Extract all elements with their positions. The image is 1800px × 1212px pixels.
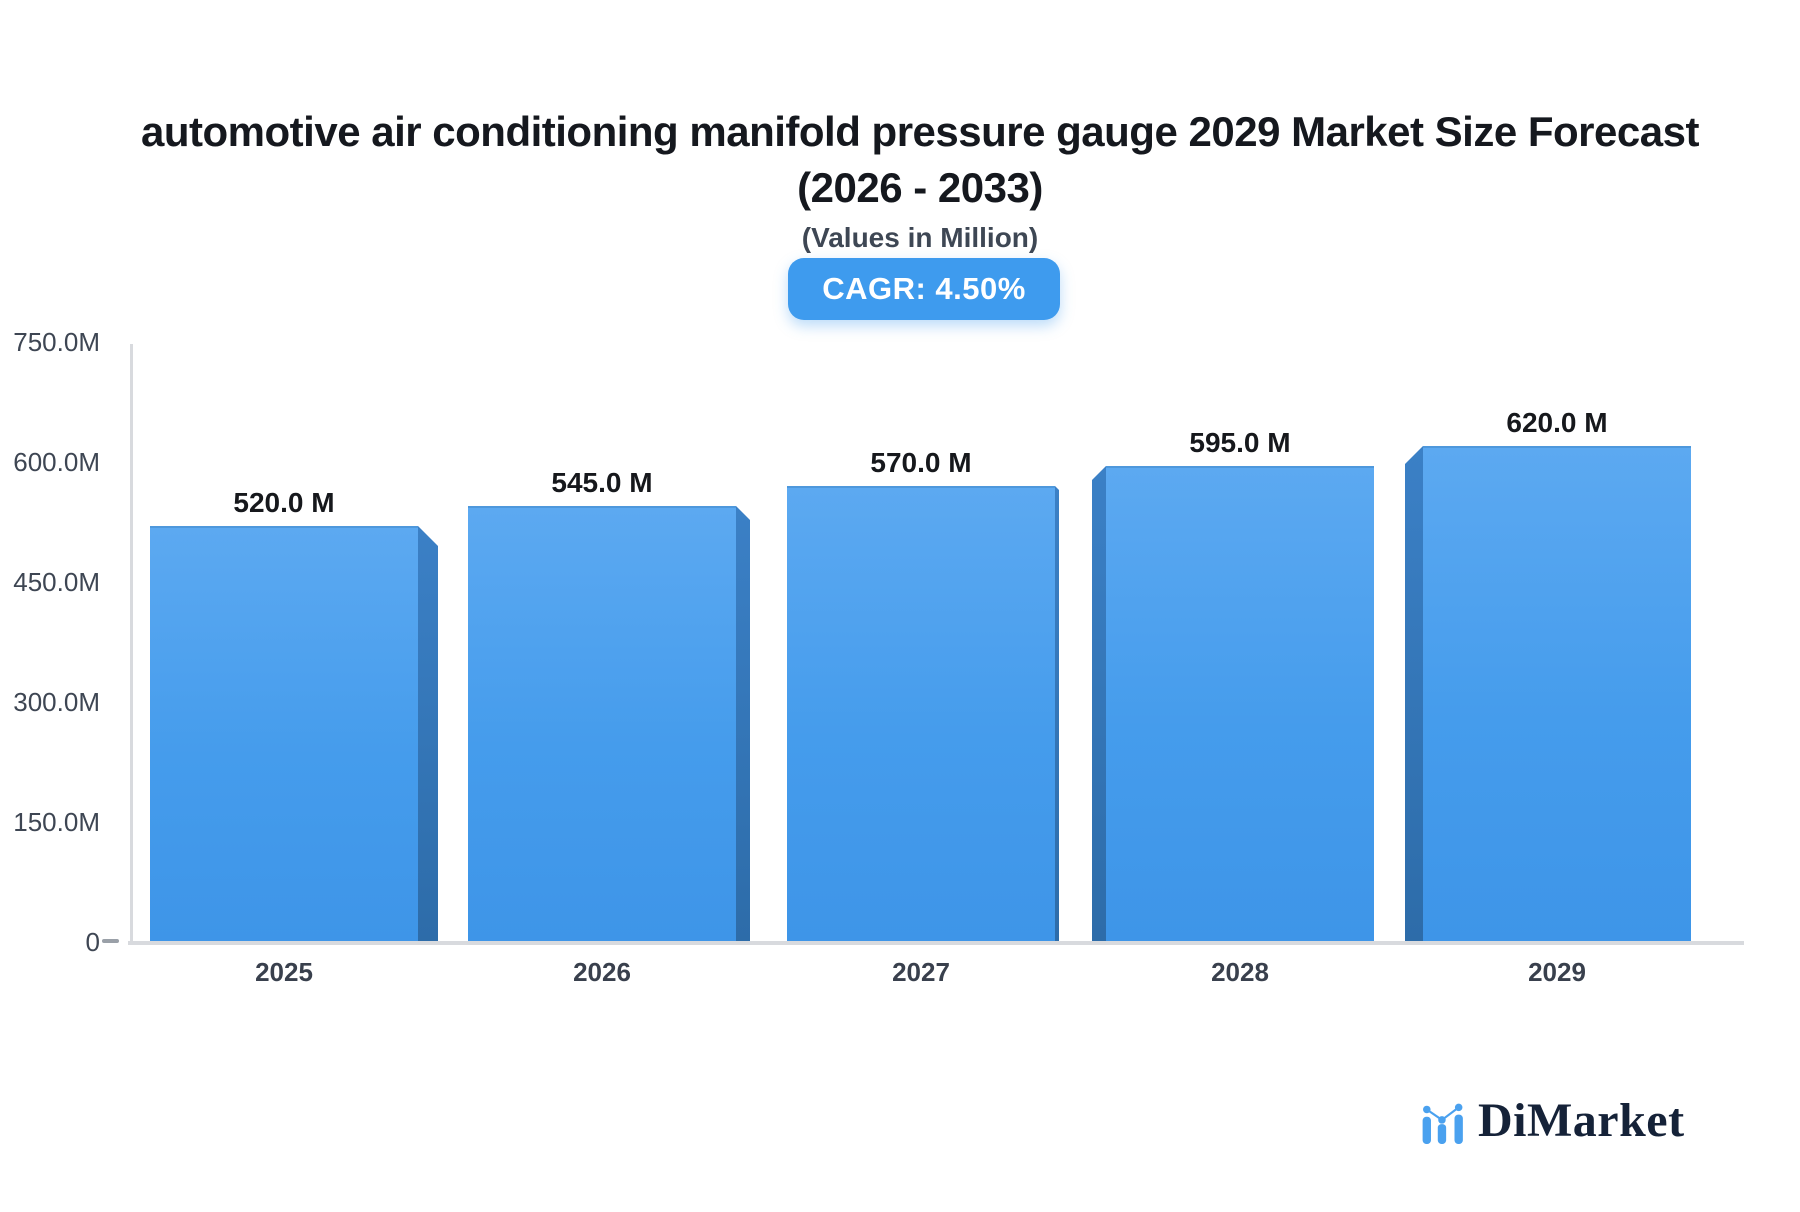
- x-axis-line: [128, 941, 1744, 945]
- bar-3d-side: [1092, 466, 1106, 941]
- bar-value-label: 520.0 M: [233, 487, 335, 518]
- bar-2028: [1106, 466, 1374, 941]
- y-axis-line: [130, 344, 133, 945]
- logo-text: DiMarket: [1478, 1094, 1685, 1147]
- bar-value-label: 620.0 M: [1506, 407, 1608, 438]
- bar-2025: [150, 526, 418, 941]
- y-axis-tick-label: 450.0M: [13, 567, 100, 597]
- dimarket-logo: DiMarket: [1420, 1094, 1685, 1147]
- bar-value-label: 595.0 M: [1189, 427, 1291, 458]
- x-axis-category-label: 2027: [892, 957, 950, 987]
- bar-3d-side: [418, 526, 438, 941]
- x-axis-category-label: 2028: [1211, 957, 1269, 987]
- chart-subtitle: (Values in Million): [801, 222, 1039, 253]
- x-axis-category-label: 2029: [1528, 957, 1586, 987]
- bar-3d-side: [736, 506, 750, 941]
- y-axis-tick-label: 300.0M: [13, 687, 100, 717]
- bar-2026: [468, 506, 736, 941]
- page-title-line2: (2026 - 2033): [797, 164, 1043, 211]
- page-title-line1: automotive air conditioning manifold pre…: [141, 108, 1699, 155]
- bar-3d-side: [1405, 446, 1423, 941]
- x-axis-category-label: 2026: [573, 957, 631, 987]
- bar-2027: [787, 486, 1055, 941]
- bar-3d-side: [1055, 486, 1059, 941]
- y-axis-tick-label: 600.0M: [13, 447, 100, 477]
- bar-value-label: 570.0 M: [870, 447, 972, 478]
- bar-value-label: 545.0 M: [551, 467, 653, 498]
- logo-bar-chart-icon: [1422, 1103, 1463, 1144]
- x-axis-category-label: 2025: [255, 957, 313, 987]
- bar-2029: [1423, 446, 1691, 941]
- y-axis-tick-label: 0: [85, 927, 100, 957]
- zero-tick-mark: [102, 939, 119, 943]
- y-axis-tick-label: 750.0M: [13, 327, 100, 357]
- cagr-badge: CAGR: 4.50%: [788, 258, 1060, 320]
- cagr-badge-label: CAGR: 4.50%: [822, 271, 1026, 306]
- y-axis-tick-label: 150.0M: [13, 807, 100, 837]
